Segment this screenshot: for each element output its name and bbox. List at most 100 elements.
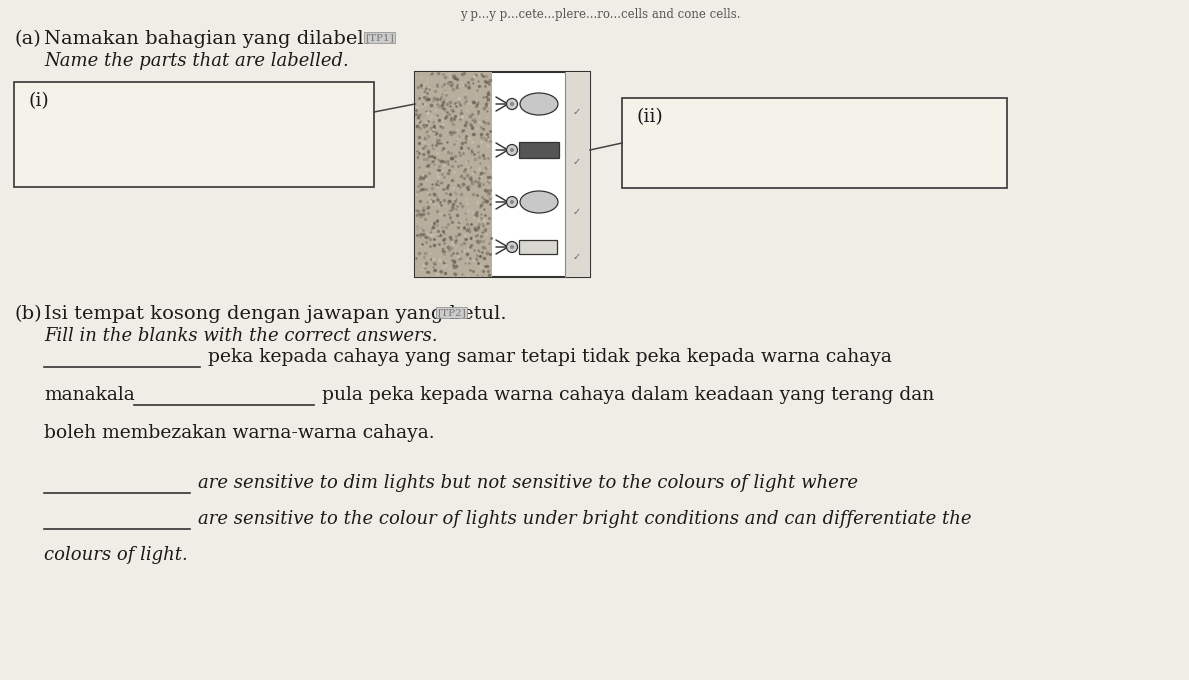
Point	[419, 231, 438, 242]
Point	[430, 120, 449, 131]
Point	[415, 262, 434, 273]
Point	[470, 218, 489, 229]
Point	[465, 113, 484, 124]
Point	[440, 245, 459, 256]
Point	[417, 197, 436, 207]
Point	[434, 195, 453, 206]
Circle shape	[507, 241, 517, 252]
Point	[410, 231, 429, 242]
Point	[409, 92, 428, 103]
Point	[457, 96, 476, 107]
Point	[429, 201, 448, 212]
Point	[416, 228, 435, 239]
Point	[413, 228, 432, 239]
Point	[455, 97, 474, 108]
Point	[414, 120, 433, 131]
Point	[448, 97, 467, 108]
Point	[413, 169, 432, 180]
Point	[410, 195, 429, 206]
Point	[463, 137, 482, 148]
Point	[459, 96, 478, 107]
Point	[419, 131, 438, 141]
Point	[424, 120, 443, 131]
Point	[414, 204, 433, 215]
Point	[430, 130, 449, 141]
Point	[447, 125, 466, 136]
Point	[420, 82, 439, 92]
Point	[443, 127, 463, 138]
Point	[432, 176, 451, 187]
Point	[467, 229, 486, 240]
Point	[448, 220, 467, 231]
Point	[442, 105, 461, 116]
Point	[479, 270, 498, 281]
Point	[454, 222, 473, 233]
Point	[415, 184, 434, 195]
Point	[473, 220, 492, 231]
Point	[466, 69, 485, 80]
Point	[438, 182, 457, 193]
Point	[432, 199, 451, 210]
Point	[410, 228, 429, 239]
Point	[438, 107, 457, 118]
Point	[447, 82, 466, 92]
Point	[443, 160, 463, 171]
Point	[451, 99, 470, 109]
Point	[478, 76, 497, 87]
Point	[472, 227, 491, 238]
Point	[423, 223, 442, 234]
Point	[463, 129, 482, 139]
Point	[476, 224, 495, 235]
Point	[439, 147, 458, 158]
Point	[470, 117, 489, 128]
Point	[407, 223, 426, 234]
Point	[426, 192, 445, 203]
Point	[434, 248, 453, 258]
Point	[441, 148, 460, 158]
Point	[480, 126, 499, 137]
Point	[459, 243, 478, 254]
Point	[413, 82, 432, 93]
Point	[410, 241, 429, 252]
Point	[465, 245, 484, 256]
Point	[411, 171, 430, 182]
Point	[419, 144, 438, 155]
Point	[473, 179, 492, 190]
Point	[473, 71, 492, 82]
Point	[422, 254, 441, 265]
Point	[477, 135, 496, 146]
Point	[443, 71, 463, 82]
Point	[473, 123, 492, 134]
Point	[473, 116, 492, 126]
Point	[427, 99, 446, 109]
Text: Name the parts that are labelled.: Name the parts that are labelled.	[44, 52, 348, 70]
Point	[470, 246, 489, 257]
Point	[445, 257, 464, 268]
Point	[434, 256, 453, 267]
Point	[415, 204, 434, 215]
Point	[420, 84, 439, 95]
Point	[459, 269, 478, 280]
Point	[434, 69, 453, 80]
Point	[424, 257, 443, 268]
Point	[411, 112, 430, 122]
Point	[413, 101, 432, 112]
Circle shape	[510, 148, 514, 152]
Point	[421, 227, 440, 238]
Point	[409, 112, 428, 122]
Point	[429, 114, 448, 125]
Point	[442, 249, 461, 260]
Text: ✓: ✓	[573, 107, 581, 117]
Point	[422, 230, 441, 241]
Point	[422, 150, 441, 161]
Point	[423, 196, 442, 207]
Point	[430, 197, 449, 207]
Point	[429, 137, 448, 148]
Point	[429, 101, 448, 112]
Point	[440, 231, 459, 242]
Point	[448, 250, 467, 261]
Point	[445, 267, 464, 278]
Point	[461, 233, 480, 243]
Point	[479, 89, 498, 100]
Point	[430, 267, 449, 277]
